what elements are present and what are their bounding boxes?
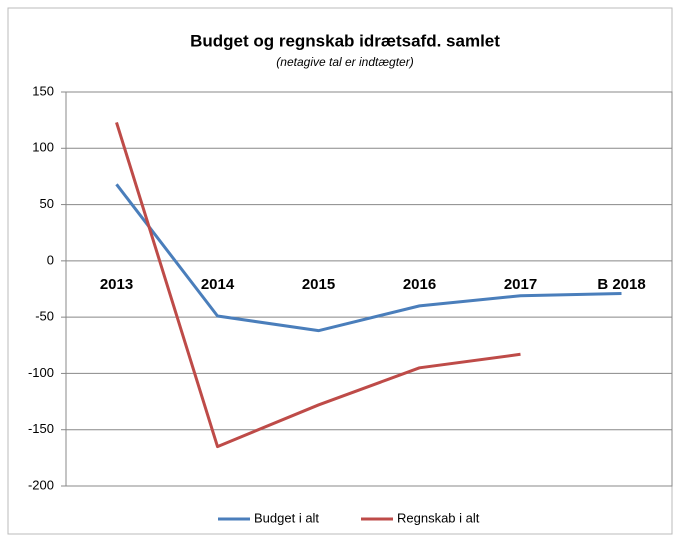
x-tick-label: 2017 <box>504 276 537 293</box>
chart-title: Budget og regnskab idrætsafd. samlet <box>190 31 500 50</box>
y-tick-label: -150 <box>28 421 54 436</box>
y-tick-label: 0 <box>47 252 54 267</box>
y-tick-label: -50 <box>35 309 54 324</box>
x-tick-label: 2015 <box>302 276 335 293</box>
x-tick-label: 2014 <box>201 276 235 293</box>
legend-label: Regnskab i alt <box>397 510 480 525</box>
x-tick-label: B 2018 <box>597 276 645 293</box>
chart-subtitle: (netagive tal er indtægter) <box>276 55 413 69</box>
y-tick-label: 100 <box>32 140 54 155</box>
y-tick-label: -100 <box>28 365 54 380</box>
x-tick-label: 2016 <box>403 276 436 293</box>
series-line <box>115 121 521 449</box>
y-tick-label: 150 <box>32 83 54 98</box>
series-line <box>115 183 622 333</box>
chart-frame <box>7 7 673 535</box>
legend-label: Budget i alt <box>254 510 319 525</box>
y-tick-label: 50 <box>40 196 54 211</box>
x-tick-label: 2013 <box>100 276 133 293</box>
y-tick-label: -200 <box>28 477 54 492</box>
